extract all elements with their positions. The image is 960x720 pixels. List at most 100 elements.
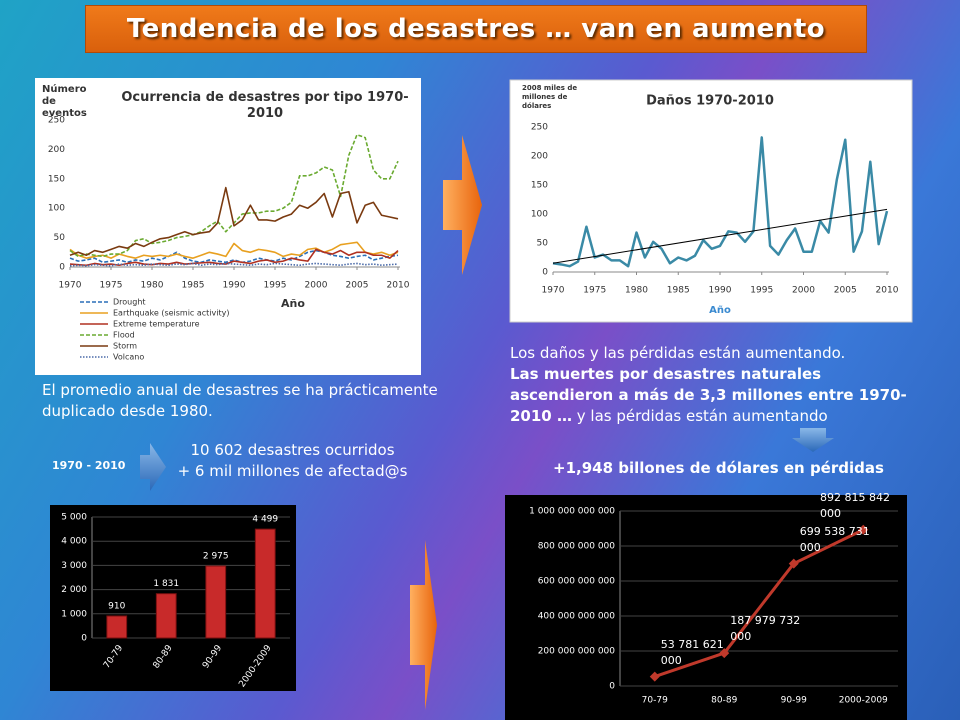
x-tick-label: 2005 bbox=[346, 281, 369, 291]
point-marker bbox=[649, 671, 660, 682]
y-tick-label: 200 000 000 000 bbox=[538, 647, 616, 657]
y-tick-label: 150 bbox=[48, 174, 65, 184]
bar bbox=[254, 528, 276, 639]
bar bbox=[155, 593, 177, 639]
data-label: 53 781 621 000 bbox=[660, 637, 724, 667]
x-tick-label: 1995 bbox=[264, 281, 287, 291]
x-tick-label: 80-89 bbox=[711, 696, 737, 706]
x-tick-label: 1990 bbox=[709, 286, 732, 296]
data-line bbox=[552, 136, 889, 268]
y-tick-label: 600 000 000 000 bbox=[538, 577, 616, 587]
chart-title: Daños 1970-2010 bbox=[646, 94, 774, 109]
data-label: 699 538 731 000 bbox=[799, 524, 870, 554]
y-tick-label: 50 bbox=[54, 233, 66, 243]
count-line: 10 602 desastres ocurridos bbox=[190, 441, 395, 459]
x-tick-label: 2000 bbox=[792, 286, 815, 296]
series-line bbox=[69, 186, 399, 257]
x-axis-label: Año bbox=[281, 297, 305, 310]
y-tick-label: 2 000 bbox=[61, 585, 87, 595]
x-tick-label: 2005 bbox=[834, 286, 857, 296]
y-tick-label: 0 bbox=[81, 634, 87, 644]
y-tick-label: 250 bbox=[48, 116, 65, 126]
legend-label: Extreme temperature bbox=[113, 320, 200, 329]
y-tick-label: 4 000 bbox=[61, 537, 87, 547]
bar bbox=[106, 615, 128, 639]
arrow bbox=[140, 443, 166, 491]
chart4-box bbox=[505, 495, 907, 720]
point-marker bbox=[719, 648, 730, 659]
point-marker bbox=[858, 524, 869, 535]
chart1-box bbox=[35, 78, 421, 375]
damages-paragraph: Las muertes por desastres naturales asce… bbox=[510, 364, 910, 427]
count-line: + 6 mil millones de afectad@s bbox=[177, 462, 408, 480]
trend-line bbox=[552, 208, 888, 264]
y-tick-label: 200 bbox=[48, 145, 65, 155]
x-tick-label: 1970 bbox=[542, 286, 565, 296]
point-marker bbox=[788, 558, 799, 569]
y-tick-label: 1 000 bbox=[61, 609, 87, 619]
x-tick-label: 1995 bbox=[750, 286, 773, 296]
x-tick-label: 2000 bbox=[305, 281, 328, 291]
x-tick-label: 2000-2009 bbox=[839, 696, 888, 706]
y-axis-label: Número de eventos bbox=[42, 84, 87, 119]
chart2-box bbox=[509, 79, 913, 323]
y-tick-label: 400 000 000 000 bbox=[538, 612, 616, 622]
bar bbox=[205, 565, 227, 639]
data-label: 1 831 bbox=[153, 579, 179, 589]
y-tick-label: 100 bbox=[48, 204, 65, 214]
data-label: 892 815 842 000 bbox=[820, 490, 890, 520]
x-axis-label: Año bbox=[709, 305, 731, 316]
x-tick-label: 1970 bbox=[59, 281, 82, 291]
x-tick-label: 1985 bbox=[182, 281, 205, 291]
y-tick-label: 250 bbox=[531, 123, 548, 133]
series-line bbox=[69, 249, 399, 264]
x-tick-label: 2010 bbox=[876, 286, 899, 296]
data-label: 187 979 732 000 bbox=[730, 614, 801, 644]
damages-line: Los daños y las pérdidas están aumentand… bbox=[510, 344, 846, 362]
y-tick-label: 100 bbox=[531, 210, 548, 220]
y-tick-label: 3 000 bbox=[61, 561, 87, 571]
damages-bold: Las muertes por desastres naturales asce… bbox=[510, 365, 907, 425]
data-line bbox=[654, 528, 864, 679]
y-tick-label: 5 000 bbox=[61, 513, 87, 523]
slide-title: Tendencia de los desastres … van en aume… bbox=[126, 14, 826, 44]
series-line bbox=[69, 241, 399, 259]
legend-label: Flood bbox=[113, 331, 135, 340]
legend-label: Volcano bbox=[113, 353, 144, 362]
damages-text: Los daños y las pérdidas están aumentand… bbox=[510, 343, 910, 427]
series-line bbox=[69, 262, 399, 267]
count-text: 10 602 desastres ocurridos + 6 mil millo… bbox=[170, 440, 415, 482]
y-tick-label: 0 bbox=[609, 682, 615, 692]
legend-label: Drought bbox=[113, 298, 146, 307]
data-label: 2 975 bbox=[203, 552, 229, 562]
losses-text: +1,948 billones de dólares en pérdidas bbox=[553, 459, 884, 477]
average-text: El promedio anual de desastres se ha prá… bbox=[42, 381, 438, 420]
x-tick-label: 70-79 bbox=[642, 696, 668, 706]
chart-title: Ocurrencia de desastres por tipo 1970-20… bbox=[121, 90, 409, 121]
damages-tail: y las pérdidas están aumentando bbox=[571, 407, 828, 425]
title-box: Tendencia de los desastres … van en aume… bbox=[85, 5, 867, 53]
y-tick-label: 1 000 000 000 000 bbox=[529, 507, 615, 517]
legend-label: Earthquake (seismic activity) bbox=[113, 309, 229, 318]
x-tick-label: 2010 bbox=[387, 281, 410, 291]
y-axis-label: 2008 miles de millones de dólares bbox=[522, 84, 578, 110]
x-tick-label: 1975 bbox=[100, 281, 123, 291]
x-tick-label: 90-99 bbox=[781, 696, 807, 706]
y-tick-label: 0 bbox=[542, 268, 548, 278]
period-text: 1970 - 2010 bbox=[52, 459, 126, 472]
x-tick-label: 1985 bbox=[667, 286, 690, 296]
legend-label: Storm bbox=[113, 342, 137, 351]
data-label: 4 499 bbox=[252, 515, 278, 525]
x-tick-label: 1975 bbox=[583, 286, 606, 296]
y-tick-label: 200 bbox=[531, 152, 548, 162]
arrow bbox=[410, 540, 437, 710]
y-tick-label: 800 000 000 000 bbox=[538, 542, 616, 552]
y-tick-label: 0 bbox=[59, 263, 65, 273]
y-tick-label: 50 bbox=[537, 239, 549, 249]
data-label: 910 bbox=[108, 601, 125, 611]
arrow bbox=[792, 428, 834, 452]
y-tick-label: 150 bbox=[531, 181, 548, 191]
x-tick-label: 1980 bbox=[141, 281, 164, 291]
